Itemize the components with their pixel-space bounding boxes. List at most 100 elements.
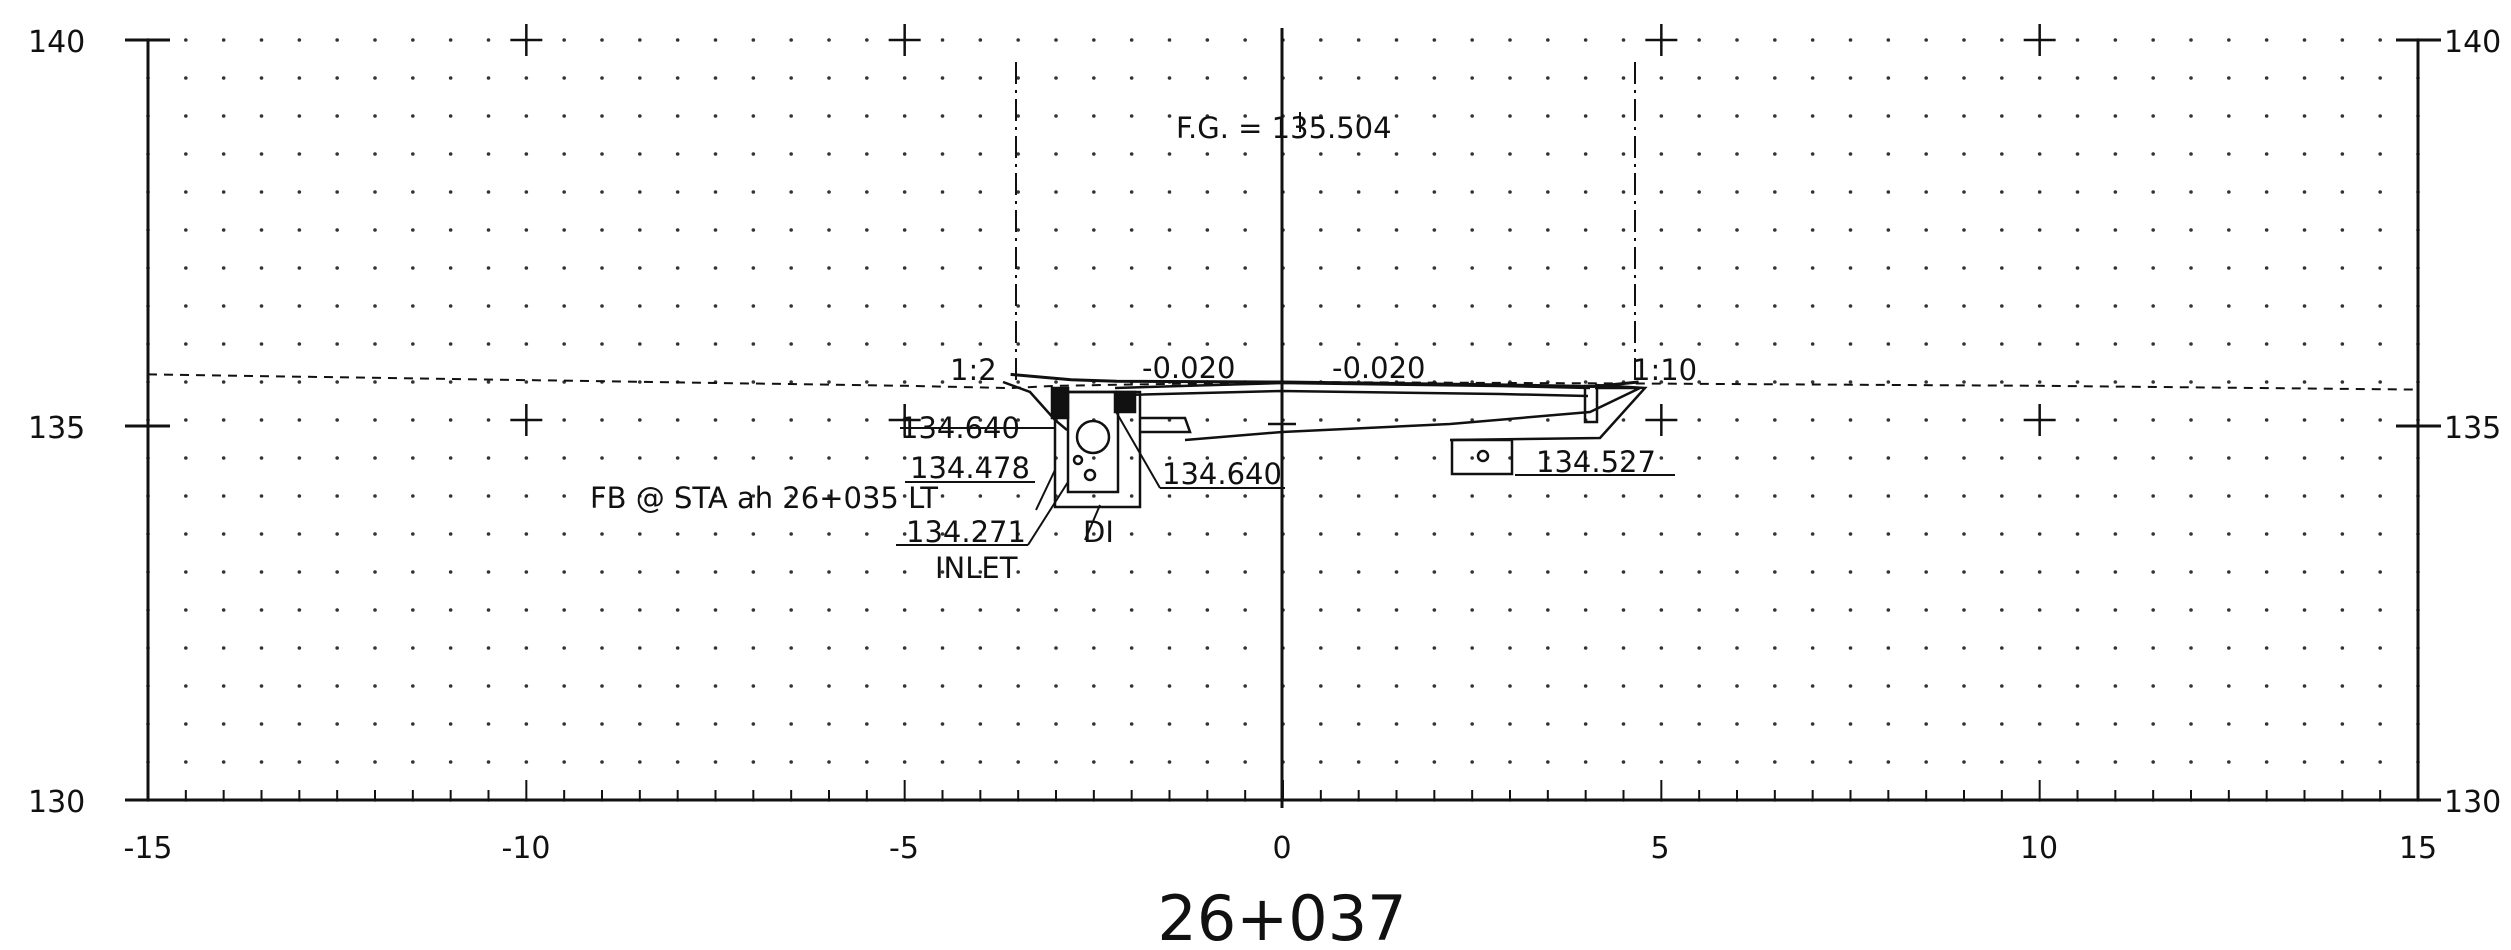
grid-dot: [1167, 342, 1172, 346]
grid-dot: [562, 266, 566, 270]
x-label-neg15: -15: [124, 831, 173, 866]
grid-dot: [2378, 114, 2382, 118]
grid-dot: [486, 266, 491, 270]
grid-dot: [638, 608, 642, 612]
grid-dot: [1886, 532, 1891, 536]
grid-dot: [2000, 304, 2004, 308]
grid-dot: [1546, 114, 1550, 118]
grid-dot: [1432, 608, 1437, 612]
grid-dot: [1432, 228, 1437, 232]
grid-dot: [221, 342, 226, 346]
grid-dot: [1319, 418, 1323, 422]
grid-dot: [373, 114, 377, 118]
grid-dot: [2000, 380, 2004, 384]
grid-dot: [1394, 304, 1399, 308]
grid-dot: [221, 646, 226, 650]
grid-dot: [2151, 722, 2155, 726]
grid-dot: [411, 76, 415, 80]
grid-dot: [1848, 684, 1853, 688]
grid-dot: [1546, 38, 1550, 42]
grid-dot: [259, 342, 264, 346]
grid-dot: [1848, 342, 1853, 346]
grid-dot: [524, 494, 529, 498]
grid-dot: [1394, 722, 1399, 726]
grid-dot: [789, 304, 793, 308]
grid-cross: [2023, 24, 2056, 56]
grid-dot: [486, 304, 491, 308]
grid-dot: [1432, 304, 1437, 308]
grid-dot: [2302, 304, 2307, 308]
grid-dot: [600, 342, 604, 346]
grid-dot: [1924, 608, 1928, 612]
grid-dot: [411, 456, 415, 460]
grid-dot: [827, 266, 831, 270]
grid-dot: [1356, 114, 1361, 118]
grid-dot: [1697, 152, 1701, 156]
grid-dot: [1848, 228, 1853, 232]
grid-dot: [2037, 494, 2042, 498]
grid-dot: [259, 152, 264, 156]
x-label-neg10: -10: [502, 831, 551, 866]
y-label-135-right: 135: [2444, 411, 2501, 446]
grid-dot: [638, 532, 642, 536]
grid-dot: [1773, 190, 1777, 194]
grid-dot: [1319, 190, 1323, 194]
grid-dot: [297, 76, 302, 80]
grid-dot: [827, 228, 831, 232]
grid-dot: [600, 228, 604, 232]
grid-dot: [1546, 190, 1550, 194]
grid-dot: [1205, 304, 1210, 308]
grid-dot: [524, 684, 529, 688]
grid-dot: [373, 722, 377, 726]
grid-dot: [2000, 342, 2004, 346]
grid-dot: [1621, 152, 1626, 156]
grid-dot: [297, 684, 302, 688]
grid-dot: [1319, 646, 1323, 650]
grid-dot: [1394, 532, 1399, 536]
grid-dot: [2378, 684, 2382, 688]
grid-dot: [1697, 722, 1701, 726]
grid-dot: [2151, 646, 2155, 650]
grid-dot: [1356, 152, 1361, 156]
grid-dot: [675, 304, 680, 308]
grid-dot: [1470, 646, 1474, 650]
grid-dot: [1659, 646, 1664, 650]
grid-dot: [1848, 38, 1853, 42]
grid-dot: [562, 190, 566, 194]
grid-dot: [411, 532, 415, 536]
grid-dot: [297, 456, 302, 460]
grid-dot: [2340, 190, 2345, 194]
grid-dot: [1129, 684, 1134, 688]
grid-dot: [865, 646, 869, 650]
grid-dot: [335, 304, 339, 308]
grid-dot: [335, 38, 339, 42]
grid-dot: [1243, 532, 1247, 536]
grid-dot: [2000, 570, 2004, 574]
grid-dot: [562, 38, 566, 42]
grid-dot: [2378, 266, 2382, 270]
grid-dot: [675, 228, 680, 232]
grid-dot: [2075, 646, 2080, 650]
grid-dot: [2037, 608, 2042, 612]
grid-dot: [2113, 304, 2118, 308]
grid-dot: [1356, 266, 1361, 270]
grid-dot: [1962, 456, 1966, 460]
grid-dot: [1205, 722, 1210, 726]
grid-dot: [865, 456, 869, 460]
grid-dot: [221, 494, 226, 498]
grid-dot: [1924, 418, 1928, 422]
grid-dot: [1621, 722, 1626, 726]
grid-dot: [184, 684, 188, 688]
grid-dot: [2378, 38, 2382, 42]
grid-dot: [865, 418, 869, 422]
grid-dot: [1394, 646, 1399, 650]
grid-dot: [1886, 418, 1891, 422]
grid-dot: [827, 418, 831, 422]
grid-dot: [1962, 570, 1966, 574]
leader-lines: [896, 112, 1675, 546]
grid-dot: [2113, 38, 2118, 42]
grid-dot: [638, 304, 642, 308]
grid-dot: [1319, 570, 1323, 574]
grid-dot: [184, 494, 188, 498]
inlet-small-circle: [1072, 454, 1084, 466]
